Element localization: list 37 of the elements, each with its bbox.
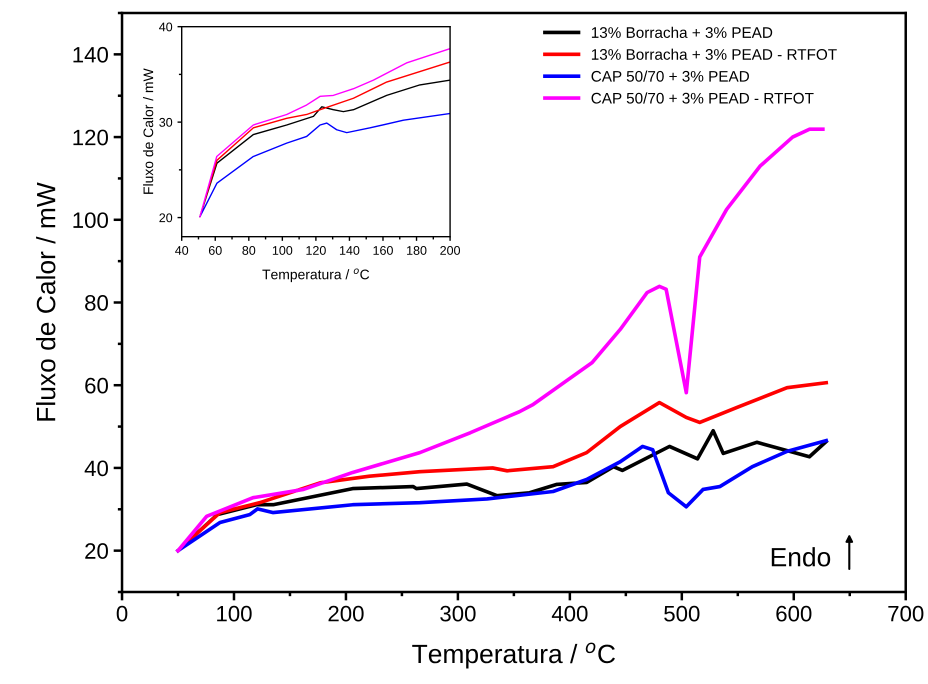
y-axis-title: Fluxo de Calor / mW: [143, 68, 154, 194]
x-tick-label: 200: [440, 246, 460, 255]
legend-label: CAP 50/70 + 3% PEAD: [592, 70, 749, 82]
x-tick-label: 400: [552, 606, 588, 622]
legend-label: CAP 50/70 + 3% PEAD - RTFOT: [592, 92, 814, 104]
x-tick-label: 100: [217, 606, 252, 622]
x-tick-label: 0: [116, 606, 128, 622]
x-tick-label: 80: [242, 246, 256, 255]
x-tick-label: 160: [374, 246, 393, 255]
x-tick-label: 500: [664, 606, 700, 622]
x-tick-label: 60: [208, 246, 222, 255]
y-axis-title: Fluxo de Calor / mW: [36, 182, 56, 421]
y-tick-label: 80: [85, 295, 108, 311]
y-tick-label: 20: [85, 543, 108, 559]
x-tick-label: 140: [340, 246, 360, 255]
line-series: [199, 112, 450, 218]
x-tick-label: 120: [306, 246, 326, 255]
x-axis-title: Temperatura / $^{o}$C: [412, 642, 616, 668]
y-tick-label: 20: [159, 213, 172, 222]
x-tick-label: 100: [272, 246, 292, 255]
x-tick-label: 180: [407, 246, 426, 255]
y-tick-label: 30: [159, 118, 172, 127]
x-tick-label: 200: [328, 606, 364, 622]
y-tick-label: 140: [73, 46, 108, 63]
annotation: Endo: [772, 547, 830, 567]
y-tick-label: 40: [84, 460, 108, 476]
legend-label: 13% Borracha + 3% PEAD: [592, 26, 772, 38]
x-tick-label: 600: [776, 606, 812, 622]
y-tick-label: 120: [73, 130, 108, 146]
y-tick-label: 100: [73, 212, 108, 228]
x-tick-label: 40: [175, 246, 188, 255]
x-tick-label: 700: [888, 606, 924, 622]
x-tick-label: 300: [440, 606, 476, 622]
legend-label: 13% Borracha + 3% PEAD - RTFOT: [592, 48, 837, 60]
x-axis-title: Temperatura / $^{o}$C: [262, 268, 370, 282]
y-tick-label: 60: [85, 378, 108, 394]
y-tick-label: 40: [159, 22, 172, 32]
